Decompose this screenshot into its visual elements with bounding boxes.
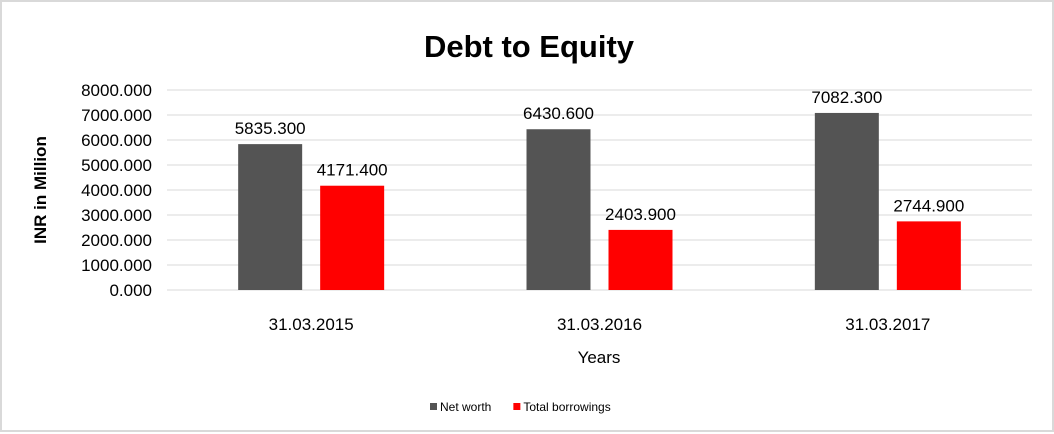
chart-title: Debt to Equity — [424, 29, 635, 64]
y-tick-label: 8000.000 — [81, 81, 152, 100]
bar-total-borrowings — [608, 229, 673, 290]
x-tick-label: 31.03.2017 — [845, 315, 930, 334]
y-tick-label: 2000.000 — [81, 231, 152, 250]
y-tick-label: 1000.000 — [81, 256, 152, 275]
legend-swatch — [513, 403, 521, 410]
data-label: 5835.300 — [235, 119, 306, 138]
y-axis-label: INR in Million — [31, 136, 50, 244]
y-tick-label: 4000.000 — [81, 181, 152, 200]
bar-net-worth — [526, 129, 591, 290]
data-label: 2403.900 — [605, 205, 676, 224]
legend-label: Total borrowings — [523, 400, 610, 414]
data-label: 7082.300 — [811, 88, 882, 107]
bar-total-borrowings — [320, 185, 385, 290]
y-tick-label: 0.000 — [109, 281, 152, 300]
x-tick-label: 31.03.2016 — [557, 315, 642, 334]
x-tick-label: 31.03.2015 — [269, 315, 354, 334]
x-axis-label: Years — [578, 348, 621, 367]
y-tick-label: 6000.000 — [81, 131, 152, 150]
bar-total-borrowings — [896, 221, 961, 290]
y-tick-label: 7000.000 — [81, 106, 152, 125]
legend-swatch — [430, 403, 437, 410]
bar-net-worth — [238, 144, 303, 290]
data-label: 2744.900 — [893, 196, 964, 215]
legend-label: Net worth — [440, 400, 491, 414]
y-tick-label: 5000.000 — [81, 156, 152, 175]
data-label: 6430.600 — [523, 104, 594, 123]
data-label: 4171.400 — [317, 161, 388, 180]
y-tick-label: 3000.000 — [81, 206, 152, 225]
bar-net-worth — [814, 112, 879, 290]
